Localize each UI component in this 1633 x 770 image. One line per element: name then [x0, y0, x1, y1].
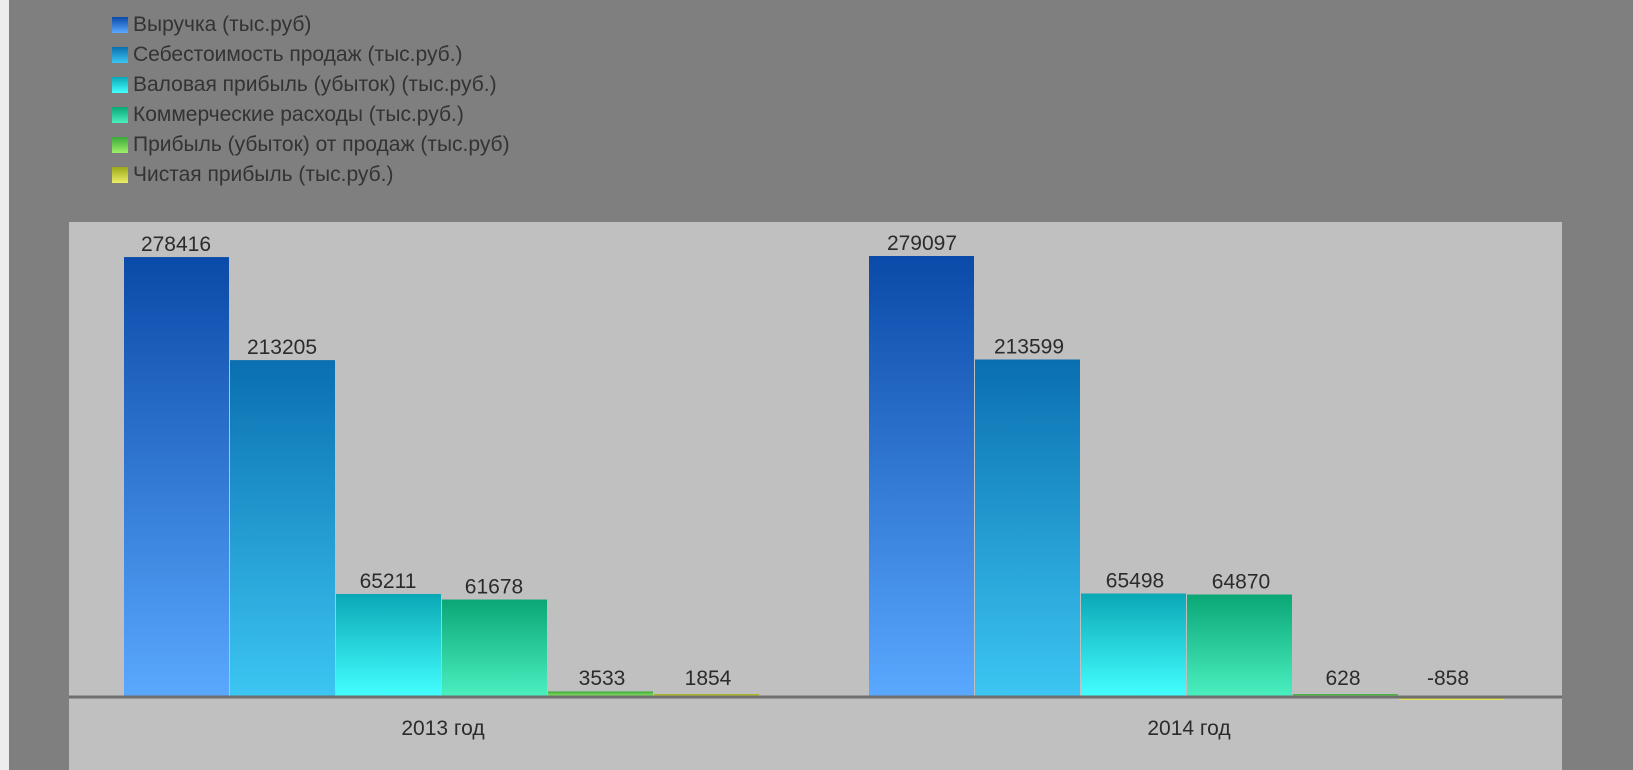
- legend-item-cost-of-sales: Себестоимость продаж (тыс.руб.): [112, 40, 510, 70]
- category-label-1: 2013 год: [401, 717, 484, 740]
- legend-label-cost-of-sales: Себестоимость продаж (тыс.руб.): [133, 43, 463, 66]
- data-label-2-5: 628: [1325, 667, 1360, 690]
- bar-2-series-4: [1187, 594, 1292, 697]
- bar-1-series-3: [336, 593, 441, 697]
- legend-item-revenue: Выручка (тыс.руб): [112, 10, 510, 40]
- bar-1-series-5: [548, 691, 653, 697]
- bar-1-series-4: [442, 599, 547, 697]
- legend-swatch-cost-of-sales: [112, 47, 128, 63]
- category-label-2: 2014 год: [1147, 717, 1230, 740]
- legend-label-sales-profit: Прибыль (убыток) от продаж (тыс.руб): [133, 133, 510, 156]
- legend-label-commercial-expenses: Коммерческие расходы (тыс.руб.): [133, 103, 464, 126]
- bar-2-series-2: [975, 359, 1080, 697]
- legend-item-gross-profit: Валовая прибыль (убыток) (тыс.руб.): [112, 70, 510, 100]
- labels-layer: 278416 213205 65211 61678 3533 1854 2013 год 27…: [141, 232, 1469, 740]
- data-label-2-3: 65498: [1106, 570, 1164, 593]
- left-edge-strip: [0, 0, 9, 770]
- data-label-2-2: 213599: [994, 335, 1064, 358]
- legend-swatch-sales-profit: [112, 137, 128, 153]
- legend-item-commercial-expenses: Коммерческие расходы (тыс.руб.): [112, 100, 510, 130]
- data-label-2-4: 64870: [1212, 570, 1270, 593]
- legend-item-net-profit: Чистая прибыль (тыс.руб.): [112, 160, 510, 190]
- data-label-2-1: 279097: [887, 232, 957, 255]
- legend-swatch-commercial-expenses: [112, 107, 128, 123]
- data-label-1-6: 1854: [685, 667, 732, 690]
- data-label-1-1: 278416: [141, 233, 211, 256]
- data-label-1-4: 61678: [465, 576, 523, 599]
- bar-2-series-3: [1081, 593, 1186, 697]
- legend-swatch-gross-profit: [112, 77, 128, 93]
- legend-label-gross-profit: Валовая прибыль (убыток) (тыс.руб.): [133, 73, 497, 96]
- bar-2-series-1: [869, 256, 974, 697]
- data-label-1-3: 65211: [360, 570, 417, 593]
- bar-1-series-1: [124, 257, 229, 697]
- bar-1-series-2: [230, 360, 335, 697]
- legend-label-net-profit: Чистая прибыль (тыс.руб.): [133, 163, 394, 186]
- legend-swatch-net-profit: [112, 167, 128, 183]
- chart-legend: Выручка (тыс.руб) Себестоимость продаж (…: [112, 10, 510, 190]
- legend-label-revenue: Выручка (тыс.руб): [133, 13, 312, 36]
- data-label-1-5: 3533: [579, 667, 626, 690]
- bars-layer: [124, 256, 1504, 700]
- legend-swatch-revenue: [112, 17, 128, 33]
- data-label-2-6: -858: [1427, 667, 1469, 690]
- legend-item-sales-profit: Прибыль (убыток) от продаж (тыс.руб): [112, 130, 510, 160]
- data-label-1-2: 213205: [247, 336, 317, 359]
